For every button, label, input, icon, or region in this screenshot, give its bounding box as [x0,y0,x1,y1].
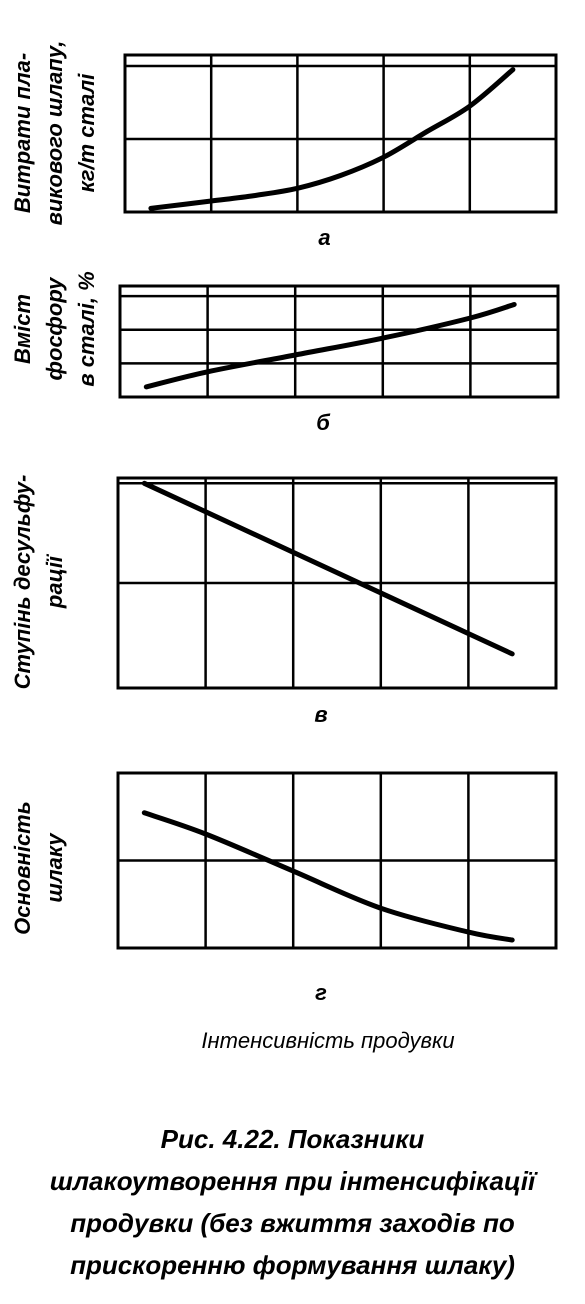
plot-frame [118,284,560,399]
plot-frame [123,53,558,214]
caption-line-4: прискоренню формування шлаку) [70,1250,515,1280]
y-axis-label-line: Ступінь десульфу- [10,475,35,690]
y-axis-label-line: Витрати пла- [10,53,35,213]
caption-line-2: шлакоутворення при інтенсифікації [49,1166,536,1196]
x-axis-label: Інтенсивність продувки [201,1028,454,1053]
chart-panels: Витрати пла-викового шлапу, кг/т сталі а Вм… [10,41,560,1053]
caption-line-1: Рис. 4.22. Показники [160,1124,425,1154]
y-axis-label-line: кг/т сталі [74,73,99,193]
panel-letter: в [314,702,327,727]
panel-letter: г [315,980,327,1005]
chart-panel-1: Витрати пла-викового шлапу, кг/т сталі а [10,41,558,250]
series-line [143,302,517,390]
series-line [141,810,515,943]
y-axis-label-line: Вміст [10,294,35,364]
panel-letter: а [318,225,330,250]
y-axis-label-line: шлаку [42,832,67,903]
panel-letter: б [316,410,331,435]
y-axis-label-line: рації [42,553,67,609]
caption-line-3: продувки (без вжиття заходів по [70,1208,515,1238]
y-axis-label-line: Основність [10,801,35,935]
chart-panel-4: Основність шлаку г Інтенсивність продувки [10,771,558,1053]
series-line [148,67,516,211]
chart-panel-2: Вміст фосфору в сталі, % б [10,271,560,435]
y-axis-label-line: фосфору [42,276,67,381]
series-line [141,480,515,657]
figure-caption: Рис. 4.22. Показники шлакоутворення при … [0,1118,585,1286]
y-axis-label-line: в сталі, % [74,271,99,386]
y-axis-label-line: викового шлапу, [42,41,67,226]
chart-panel-3: Ступінь десульфу-рації в [10,475,558,727]
